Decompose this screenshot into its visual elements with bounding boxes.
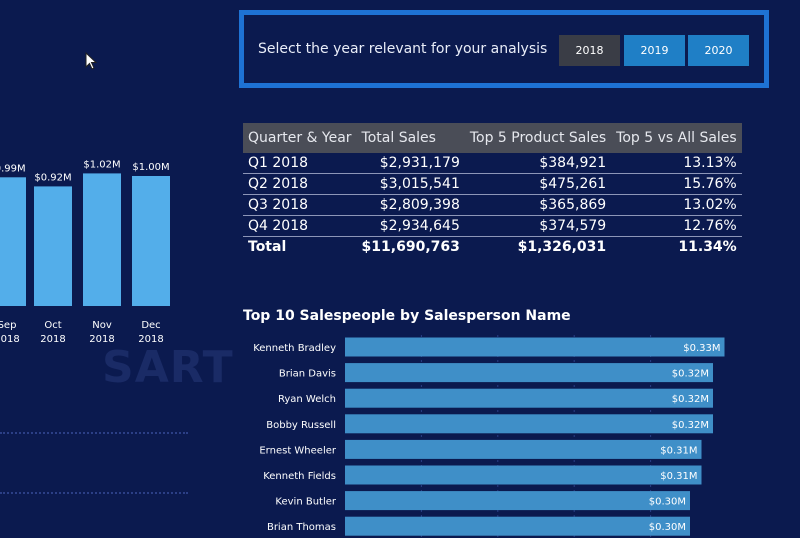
table-cell: 13.02%	[611, 194, 742, 216]
year-button-2020[interactable]: 2020	[688, 35, 749, 66]
monthly-bar[interactable]	[0, 177, 26, 306]
table-row[interactable]: Q3 2018 $2,809,398 $365,869 13.02%	[243, 194, 742, 216]
table-cell: 15.76%	[611, 173, 742, 195]
year-slicer-panel: Select the year relevant for your analys…	[239, 10, 769, 88]
salesperson-bar[interactable]	[345, 363, 713, 383]
x-tick-label: 2018	[89, 334, 114, 345]
x-tick-label: 2018	[40, 334, 65, 345]
salesperson-bar[interactable]	[345, 439, 702, 459]
x-tick-label: 2018	[0, 334, 20, 345]
divider-dotted	[0, 432, 188, 434]
bar-data-label: $0.32M	[672, 420, 709, 431]
year-slicer-prompt: Select the year relevant for your analys…	[258, 41, 548, 57]
watermark-logo: SART	[102, 342, 234, 393]
year-button-2018[interactable]: 2018	[559, 35, 620, 66]
table-cell: Q4 2018	[243, 215, 357, 237]
table-cell: 13.13%	[611, 153, 742, 174]
column-header[interactable]: Top 5 Product Sales	[464, 123, 612, 153]
salesperson-bar[interactable]	[345, 388, 713, 408]
salesperson-name-label: Kevin Butler	[275, 497, 336, 508]
table-cell: 12.76%	[611, 215, 742, 237]
table-cell: Total	[248, 239, 287, 255]
salesperson-name-label: Bobby Russell	[266, 420, 336, 431]
salesperson-name-label: Ryan Welch	[278, 394, 336, 405]
mouse-cursor-icon	[85, 52, 98, 70]
bar-data-label: $0.32M	[672, 394, 709, 405]
bar-data-label: $1.00M	[132, 162, 169, 173]
salesperson-name-label: Kenneth Fields	[263, 471, 336, 482]
table-total-row: Total $11,690,763 $1,326,031 11.34%	[243, 237, 742, 258]
bar-data-label: $0.33M	[683, 343, 720, 354]
bar-data-label: $0.32M	[672, 369, 709, 380]
x-tick-label: Nov	[92, 320, 112, 331]
table-cell: $3,015,541	[356, 173, 465, 195]
table-cell: $374,579	[464, 215, 612, 237]
table-cell: Q1 2018	[243, 153, 357, 174]
table-cell: $2,934,645	[356, 215, 465, 237]
table-cell: $384,921	[464, 153, 612, 174]
bar-data-label: $0.30M	[649, 497, 686, 508]
bar-data-label: $0.99M	[0, 163, 26, 174]
salesperson-name-label: Brian Thomas	[267, 522, 336, 533]
monthly-sales-chart: $0.99M Sep 2018 $0.92M Oct 2018 $1.02M Nov 2018 $…	[0, 159, 170, 345]
column-header[interactable]: Total Sales	[356, 123, 465, 153]
bar-data-label: $0.31M	[660, 471, 697, 482]
salesperson-bar[interactable]	[345, 337, 725, 357]
monthly-bar[interactable]	[132, 176, 170, 306]
table-cell: Q2 2018	[243, 173, 357, 195]
monthly-bar[interactable]	[83, 173, 121, 306]
bar-data-label: $0.92M	[34, 172, 71, 183]
x-tick-label: Dec	[141, 320, 160, 331]
table-cell: Q3 2018	[243, 194, 357, 216]
bar-data-label: $1.02M	[83, 159, 120, 170]
x-tick-label: Oct	[44, 320, 61, 331]
table-cell: 11.34%	[678, 239, 737, 255]
table-cell: $2,809,398	[356, 194, 465, 216]
salespeople-chart-title: Top 10 Salespeople by Salesperson Name	[243, 308, 571, 324]
column-header[interactable]: Quarter & Year	[243, 123, 357, 153]
bar-data-label: $0.31M	[660, 445, 697, 456]
table-cell: $11,690,763	[361, 239, 460, 255]
divider-dotted	[0, 492, 188, 494]
table-cell: $475,261	[464, 173, 612, 195]
table-row[interactable]: Q2 2018 $3,015,541 $475,261 15.76%	[243, 173, 742, 195]
table-row[interactable]: Q1 2018 $2,931,179 $384,921 13.13%	[243, 153, 742, 174]
table-cell: $365,869	[464, 194, 612, 216]
salespeople-bar-chart: Kenneth Bradley $0.33M Brian Davis $0.32M Ry…	[253, 335, 725, 538]
salesperson-bar[interactable]	[345, 465, 702, 485]
salesperson-bar[interactable]	[345, 491, 690, 511]
salesperson-name-label: Ernest Wheeler	[259, 445, 337, 456]
salesperson-name-label: Kenneth Bradley	[253, 343, 336, 354]
table-row[interactable]: Q4 2018 $2,934,645 $374,579 12.76%	[243, 215, 742, 237]
salesperson-bar[interactable]	[345, 414, 713, 434]
x-tick-label: Sep	[0, 320, 16, 331]
bar-data-label: $0.30M	[649, 522, 686, 533]
x-tick-label: 2018	[138, 334, 163, 345]
table-cell: $1,326,031	[517, 239, 607, 255]
column-header[interactable]: Top 5 vs All Sales	[611, 123, 742, 153]
salesperson-bar[interactable]	[345, 516, 690, 536]
year-button-2019[interactable]: 2019	[624, 35, 685, 66]
salesperson-name-label: Brian Davis	[279, 369, 336, 380]
quarter-sales-table: Quarter & Year Total Sales Top 5 Product…	[243, 123, 742, 257]
table-cell: $2,931,179	[356, 153, 465, 174]
table-header-row: Quarter & Year Total Sales Top 5 Product…	[243, 123, 742, 153]
monthly-bar[interactable]	[34, 186, 72, 306]
